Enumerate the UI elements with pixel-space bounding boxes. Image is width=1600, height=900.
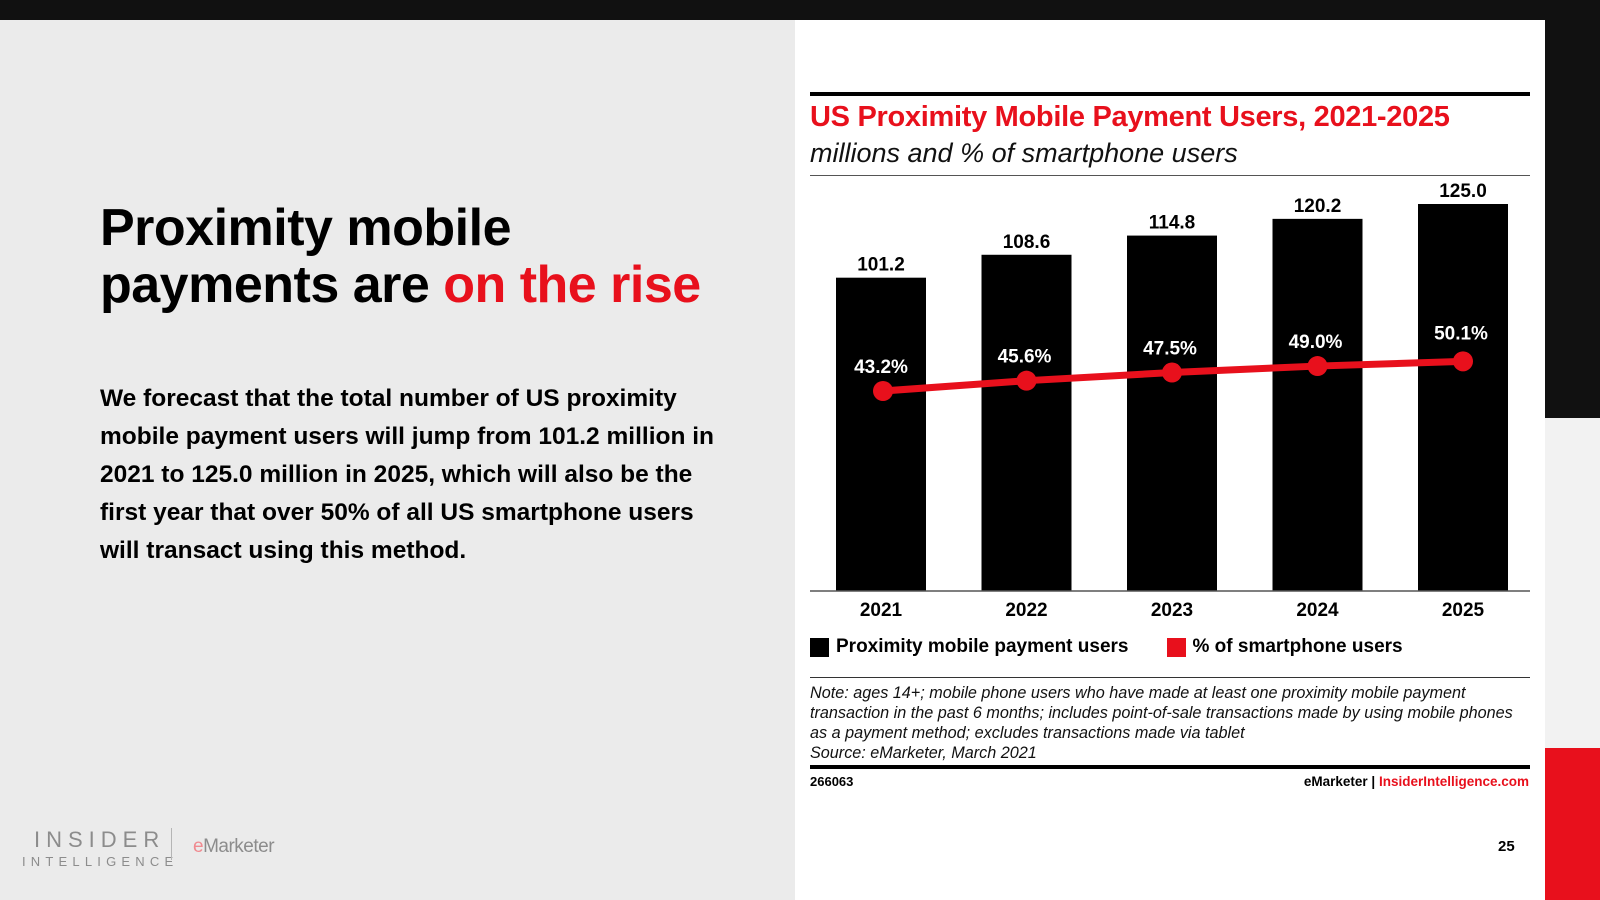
logo-line1: INSIDER: [34, 827, 166, 852]
slide-body-text: We forecast that the total number of US …: [100, 385, 715, 564]
page-number: 25: [1498, 838, 1515, 855]
chart-id: 266063: [810, 774, 854, 789]
emarketer-logo-text: Marketer: [203, 836, 275, 857]
x-tick-label: 2022: [1005, 600, 1047, 621]
insider-intelligence-logo: INSIDER INTELLIGENCE: [22, 828, 178, 874]
percent-marker-2022: [1016, 370, 1037, 391]
note-text: Note: ages 14+; mobile phone users who h…: [810, 684, 1513, 742]
percent-marker-2023: [1162, 362, 1182, 383]
percent-value-label: 43.2%: [854, 357, 908, 378]
bar-value-label: 114.8: [1149, 213, 1196, 234]
x-tick-label: 2023: [1151, 600, 1193, 621]
bar-value-label: 125.0: [1439, 181, 1487, 202]
percent-value-label: 49.0%: [1289, 332, 1343, 353]
headline-accent: on the rise: [443, 256, 701, 314]
x-tick-label: 2024: [1296, 600, 1339, 621]
edge-strip-dark: [1545, 20, 1600, 418]
legend-label-users: Proximity mobile payment users: [836, 636, 1129, 657]
headline-text: Proximity mobile payments are: [100, 199, 512, 314]
emarketer-logo: eMarketer: [193, 836, 275, 858]
credit-emarketer: eMarketer: [1303, 774, 1368, 789]
bar-2025: [1418, 204, 1508, 591]
chart-top-rule: [810, 92, 1530, 96]
chart-legend: Proximity mobile payment users % of smar…: [810, 636, 1441, 658]
chart-credit: eMarketer | InsiderIntelligence.com: [1304, 774, 1529, 789]
bar-value-label: 101.2: [857, 255, 905, 276]
chart-subtitle-rule: [810, 175, 1530, 176]
bar-2023: [1127, 235, 1217, 591]
percent-marker-2021: [873, 381, 893, 401]
credit-insider-link[interactable]: InsiderIntelligence.com: [1378, 774, 1529, 789]
x-tick-label: 2025: [1442, 600, 1485, 621]
x-tick-label: 2021: [860, 600, 903, 621]
chart-subtitle: millions and % of smartphone users: [810, 138, 1238, 168]
chart-title: US Proximity Mobile Payment Users, 2021-…: [810, 101, 1450, 133]
emarketer-logo-e: e: [193, 836, 204, 857]
legend-label-percent: % of smartphone users: [1192, 636, 1403, 657]
edge-strip-light: [1545, 418, 1600, 748]
chart-note: Note: ages 14+; mobile phone users who h…: [810, 683, 1530, 763]
percent-value-label: 50.1%: [1434, 323, 1488, 344]
percent-value-label: 45.6%: [998, 347, 1052, 368]
left-panel: [0, 20, 795, 900]
legend-item-users: Proximity mobile payment users: [810, 636, 1129, 658]
logo-line2: INTELLIGENCE: [22, 854, 179, 869]
logo-divider: [171, 828, 172, 860]
chart-bottom-rule: [810, 765, 1530, 769]
legend-swatch-bar: [810, 637, 829, 657]
bar-2022: [981, 254, 1072, 591]
edge-strip-red: [1545, 748, 1600, 900]
credit-separator: |: [1367, 774, 1379, 789]
legend-swatch-line: [1166, 637, 1186, 657]
top-bar: [0, 0, 1600, 20]
percent-marker-2024: [1307, 356, 1328, 377]
percent-value-label: 47.5%: [1143, 339, 1197, 360]
note-rule: [810, 677, 1530, 678]
percent-marker-2025: [1453, 351, 1473, 372]
bar-2024: [1272, 218, 1363, 591]
legend-item-percent: % of smartphone users: [1166, 636, 1403, 658]
source-text: Source: eMarketer, March 2021: [810, 744, 1037, 762]
combo-chart: 101.2 2021 108.6 2022 114.8 2023 120.2 2024 125.…: [810, 181, 1530, 621]
slide-headline: Proximity mobile payments are on the ris…: [100, 200, 740, 314]
bar-value-label: 108.6: [1003, 232, 1051, 253]
bar-value-label: 120.2: [1294, 196, 1342, 217]
bar-2021: [836, 277, 926, 591]
